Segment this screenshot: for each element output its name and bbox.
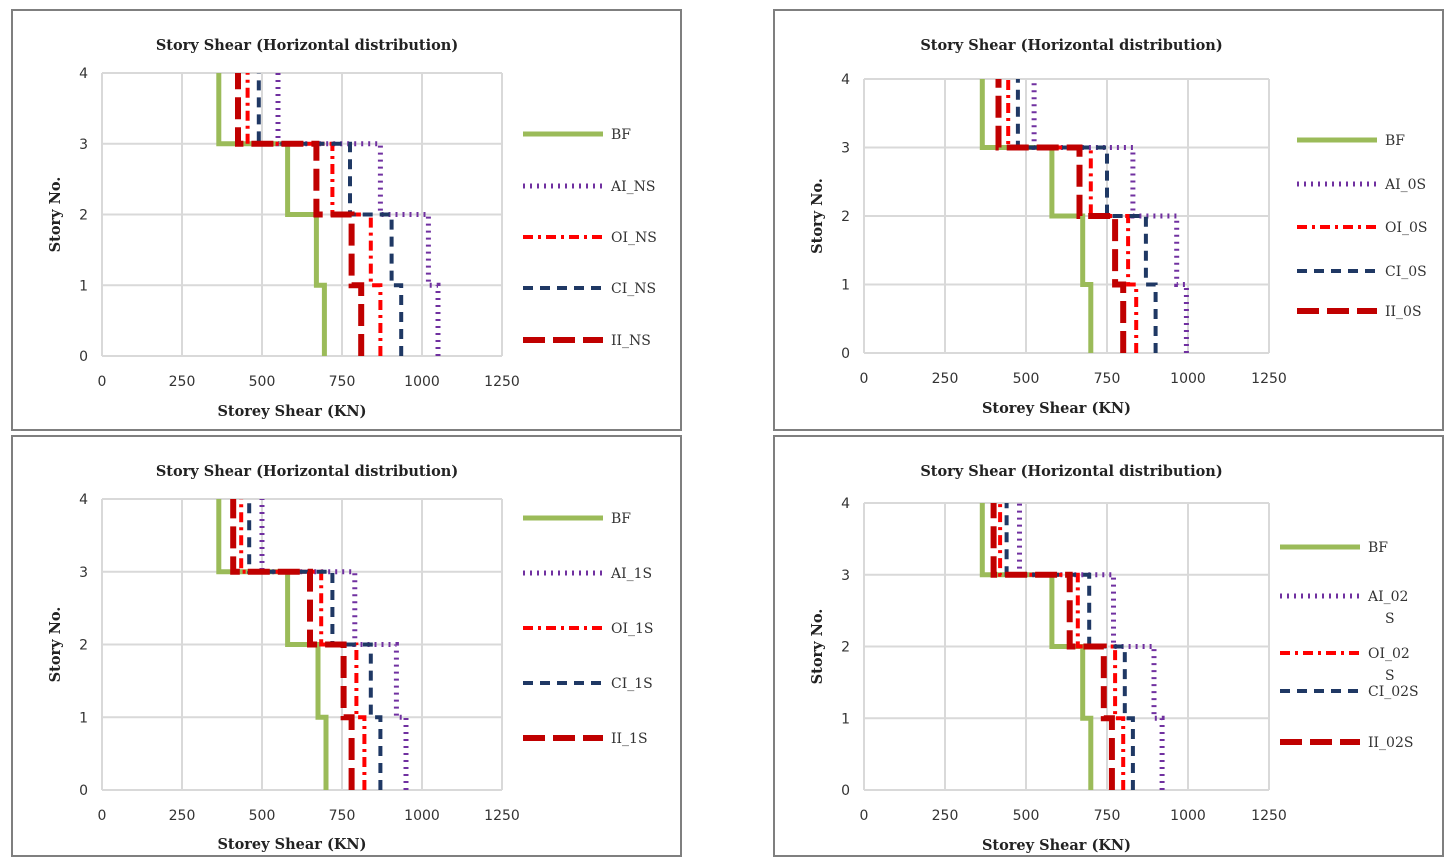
legend-label-ai_02s: AI_02 S: [1367, 589, 1408, 627]
legend-label-ci_0s: CI_0S: [1385, 264, 1427, 280]
x-tick-label: 1250: [484, 808, 520, 824]
x-tick-label: 0: [98, 374, 107, 390]
x-axis-label: Storey Shear (KN): [982, 837, 1131, 854]
legend-label-ii_ns: II_NS: [611, 333, 651, 349]
x-tick-label: 500: [1013, 808, 1040, 824]
series-line-bf: [979, 79, 1094, 353]
x-tick-label: 250: [932, 808, 959, 824]
chart-panel-0s: Story Shear (Horizontal distribution) 0 25…: [773, 9, 1444, 431]
legend-label-ii_0s: II_0S: [1385, 304, 1422, 320]
series-line-ai_ns: [275, 73, 441, 356]
y-tick-label: 0: [841, 783, 850, 799]
legend-label-oi_ns: OI_NS: [611, 230, 657, 246]
y-tick-label: 3: [841, 141, 850, 157]
x-tick-label: 1000: [1170, 371, 1206, 387]
series-line-ci_1s: [247, 499, 383, 790]
series-line-ii_0s: [995, 79, 1127, 353]
legend-label-bf: BF: [1385, 133, 1405, 149]
series-line-ii_02s: [990, 503, 1115, 790]
legend-label-ii_1s: II_1S: [611, 731, 648, 747]
x-tick-label: 1000: [404, 808, 440, 824]
x-tick-label: 1000: [404, 374, 440, 390]
y-tick-label: 3: [79, 137, 88, 153]
chart-panel-02s: Story Shear (Horizontal distribution) 0 25…: [773, 435, 1444, 857]
y-tick-label: 0: [79, 783, 88, 799]
x-tick-label: 250: [169, 374, 196, 390]
series-line-ai_0s: [1031, 79, 1189, 353]
y-tick-label: 2: [79, 638, 88, 654]
series-line-ci_ns: [256, 73, 404, 356]
legend-label-bf: BF: [611, 127, 631, 143]
x-tick-label: 1250: [1251, 808, 1287, 824]
y-axis-label: Story No.: [47, 607, 64, 683]
chart-panel-ns: Story Shear (Horizontal distribution) 0 25…: [11, 9, 682, 431]
y-tick-label: 1: [841, 711, 850, 727]
series-line-ai_1s: [259, 499, 409, 790]
chart-title: Story Shear (Horizontal distribution): [920, 37, 1222, 54]
x-axis-label: Storey Shear (KN): [982, 400, 1131, 417]
chart-title: Story Shear (Horizontal distribution): [920, 463, 1222, 480]
legend-label-oi_02s: OI_02 S: [1368, 646, 1410, 684]
y-tick-label: 3: [79, 565, 88, 581]
y-tick-label: 4: [841, 496, 850, 512]
legend-label-ai_0s: AI_0S: [1384, 177, 1426, 193]
x-tick-label: 500: [249, 374, 276, 390]
y-tick-label: 2: [841, 640, 850, 656]
chart-svg-ns: Story Shear (Horizontal distribution)0 25…: [47, 37, 657, 420]
y-tick-label: 1: [841, 278, 850, 294]
y-tick-label: 1: [79, 710, 88, 726]
x-tick-label: 250: [169, 808, 196, 824]
legend-label-ai_1s: AI_1S: [610, 566, 652, 582]
chart-svg-0s: Story Shear (Horizontal distribution)0 25…: [809, 37, 1428, 417]
series-line-ci_0s: [1015, 79, 1158, 353]
legend-label-ai_ns: AI_NS: [610, 179, 655, 195]
y-tick-label: 0: [79, 349, 88, 365]
legend-label-ci_02s: CI_02S: [1368, 684, 1419, 700]
x-axis-label: Storey Shear (KN): [217, 836, 366, 853]
series-line-ii_1s: [230, 499, 355, 790]
y-tick-label: 4: [841, 72, 850, 88]
legend-label-oi_0s: OI_0S: [1385, 220, 1428, 236]
legend-label-bf: BF: [1368, 540, 1388, 556]
x-tick-label: 1250: [1251, 371, 1287, 387]
x-tick-label: 0: [98, 808, 107, 824]
y-tick-label: 0: [841, 346, 850, 362]
series-line-ai_02s: [1017, 503, 1165, 790]
chart-panel-1s: Story Shear (Horizontal distribution) 0 25…: [11, 435, 682, 857]
legend-label-ci_1s: CI_1S: [611, 676, 653, 692]
y-tick-label: 1: [79, 278, 88, 294]
x-tick-label: 750: [329, 374, 356, 390]
x-tick-label: 250: [932, 371, 959, 387]
y-tick-label: 4: [79, 66, 88, 82]
y-tick-label: 2: [79, 208, 88, 224]
y-tick-label: 4: [79, 492, 88, 508]
x-tick-label: 0: [860, 371, 869, 387]
x-axis-label: Storey Shear (KN): [217, 403, 366, 420]
legend-label-ci_ns: CI_NS: [611, 281, 656, 297]
x-tick-label: 1250: [484, 374, 520, 390]
series-line-bf: [216, 73, 327, 356]
y-axis-label: Story No.: [809, 609, 826, 685]
x-tick-label: 500: [249, 808, 276, 824]
x-tick-label: 750: [1094, 371, 1121, 387]
x-tick-label: 0: [860, 808, 869, 824]
legend-label-oi_1s: OI_1S: [611, 621, 654, 637]
y-tick-label: 3: [841, 568, 850, 584]
x-tick-label: 750: [1094, 808, 1121, 824]
legend-label-bf: BF: [611, 511, 631, 527]
chart-title: Story Shear (Horizontal distribution): [156, 37, 458, 54]
series-line-ii_ns: [235, 73, 365, 356]
y-axis-label: Story No.: [47, 177, 64, 253]
y-tick-label: 2: [841, 209, 850, 225]
x-tick-label: 750: [329, 808, 356, 824]
x-tick-label: 500: [1013, 371, 1040, 387]
chart-title: Story Shear (Horizontal distribution): [156, 463, 458, 480]
x-tick-label: 1000: [1170, 808, 1206, 824]
chart-svg-02s: Story Shear (Horizontal distribution)0 25…: [809, 463, 1419, 854]
chart-svg-1s: Story Shear (Horizontal distribution)0 25…: [47, 463, 654, 853]
y-axis-label: Story No.: [809, 178, 826, 254]
legend-label-ii_02s: II_02S: [1368, 735, 1413, 751]
